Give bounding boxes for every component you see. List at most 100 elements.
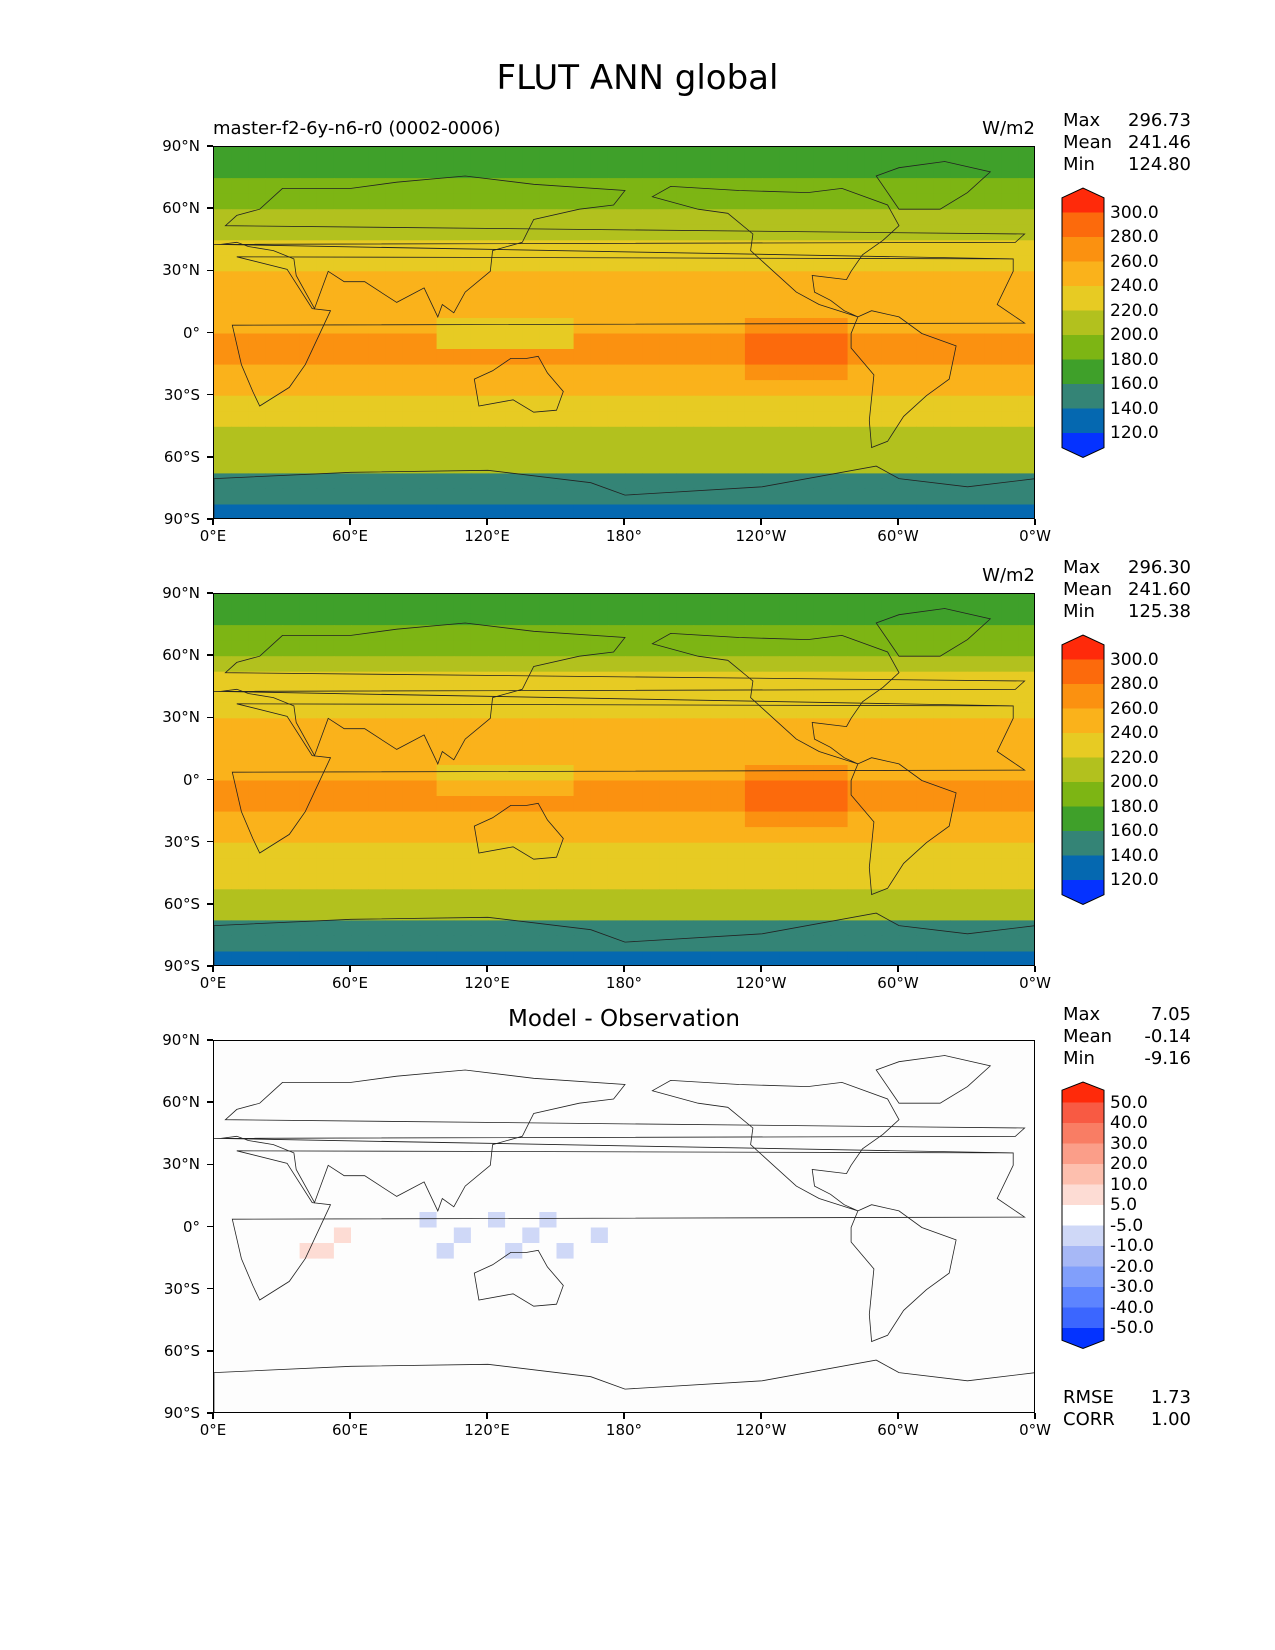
field-cell [659, 1305, 677, 1322]
field-cell [385, 594, 403, 611]
field-cell [265, 1087, 284, 1104]
field-cell [950, 733, 969, 750]
field-cell [727, 504, 746, 518]
field-cell [830, 193, 849, 210]
field-cell [522, 224, 540, 241]
field-cell [710, 271, 729, 288]
field-cell [881, 1367, 900, 1384]
field-cell [762, 1367, 780, 1384]
field-cell [676, 426, 695, 443]
field-cell [676, 1196, 695, 1213]
y-tick [207, 1225, 213, 1228]
colorbar-label: 220.0 [1110, 747, 1159, 768]
field-cell [607, 656, 626, 673]
field-cell [265, 1258, 284, 1275]
field-cell [796, 765, 814, 782]
field-cell [385, 1320, 403, 1337]
field-cell [830, 858, 849, 875]
x-tick-label: 120°E [464, 527, 510, 545]
field-cell [762, 1382, 780, 1399]
field-cell [881, 193, 900, 210]
field-cell [796, 209, 814, 226]
field-cell [419, 349, 438, 366]
field-cell [762, 333, 780, 350]
field-cell [984, 1196, 1003, 1213]
field-cell [744, 1305, 763, 1322]
field-cell [659, 457, 677, 474]
field-cell [231, 395, 249, 412]
y-tick [207, 1163, 213, 1166]
field-cell [231, 951, 249, 965]
field-cell [539, 473, 558, 490]
field-cell [916, 426, 934, 443]
field-cell [676, 162, 695, 179]
field-cell [1001, 333, 1020, 350]
field-cell [522, 1103, 540, 1120]
field-cell [607, 411, 626, 428]
field-cell [556, 488, 575, 505]
field-cell [950, 1227, 969, 1244]
field-cell [659, 594, 677, 611]
field-cell [813, 1320, 832, 1337]
field-cell [1001, 1289, 1020, 1306]
field-cell [744, 1103, 763, 1120]
field-cell [351, 920, 369, 937]
field-cell [470, 796, 489, 813]
coastline [231, 256, 1026, 407]
field-cell [333, 224, 352, 241]
field-cell [779, 395, 797, 412]
field-cell [453, 162, 472, 179]
field-cell [796, 749, 814, 766]
field-cell [796, 951, 814, 965]
colorbar-label: 120.0 [1110, 423, 1159, 443]
field-cell [642, 302, 660, 319]
field-cell [847, 951, 866, 965]
field-cell [351, 224, 369, 241]
field-cell [779, 209, 797, 226]
field-cell [693, 640, 712, 657]
field-cell [1018, 873, 1034, 890]
field-cell [470, 1134, 489, 1151]
field-cell [556, 733, 575, 750]
field-cell [950, 1243, 969, 1260]
field-cell [333, 318, 352, 335]
field-cell [316, 625, 335, 642]
field-cell [231, 640, 249, 657]
field-cell [368, 749, 386, 766]
field-cell [453, 951, 472, 965]
field-cell [830, 271, 849, 288]
field-cell [899, 780, 917, 797]
field-cell [488, 702, 506, 719]
field-cell [727, 594, 746, 611]
field-cell [847, 162, 866, 179]
field-cell [967, 1103, 986, 1120]
field-cell [282, 640, 301, 657]
field-cell [385, 1274, 403, 1291]
field-cell [214, 1087, 232, 1104]
field-cell [522, 733, 540, 750]
field-cell [864, 1227, 883, 1244]
field-cell [830, 209, 849, 226]
field-cell [727, 286, 746, 303]
field-cell [351, 1367, 369, 1384]
field-cell [607, 178, 626, 195]
field-cell [453, 411, 472, 428]
field-cell [779, 1320, 797, 1337]
field-cell [744, 488, 763, 505]
field-cell [916, 733, 934, 750]
field-cell [453, 1382, 472, 1399]
field-cell [573, 609, 592, 626]
field-cell [625, 349, 643, 366]
field-cell [573, 1149, 592, 1166]
field-cell [522, 302, 540, 319]
field-cell [505, 935, 523, 952]
field-cell [676, 1227, 695, 1244]
field-cell [847, 873, 866, 890]
field-cell [505, 349, 523, 366]
field-cell [967, 889, 986, 906]
field-cell [727, 1041, 746, 1058]
field-cell [779, 780, 797, 797]
field-cell [916, 395, 934, 412]
field-cell [368, 380, 386, 397]
field-cell [368, 1149, 386, 1166]
